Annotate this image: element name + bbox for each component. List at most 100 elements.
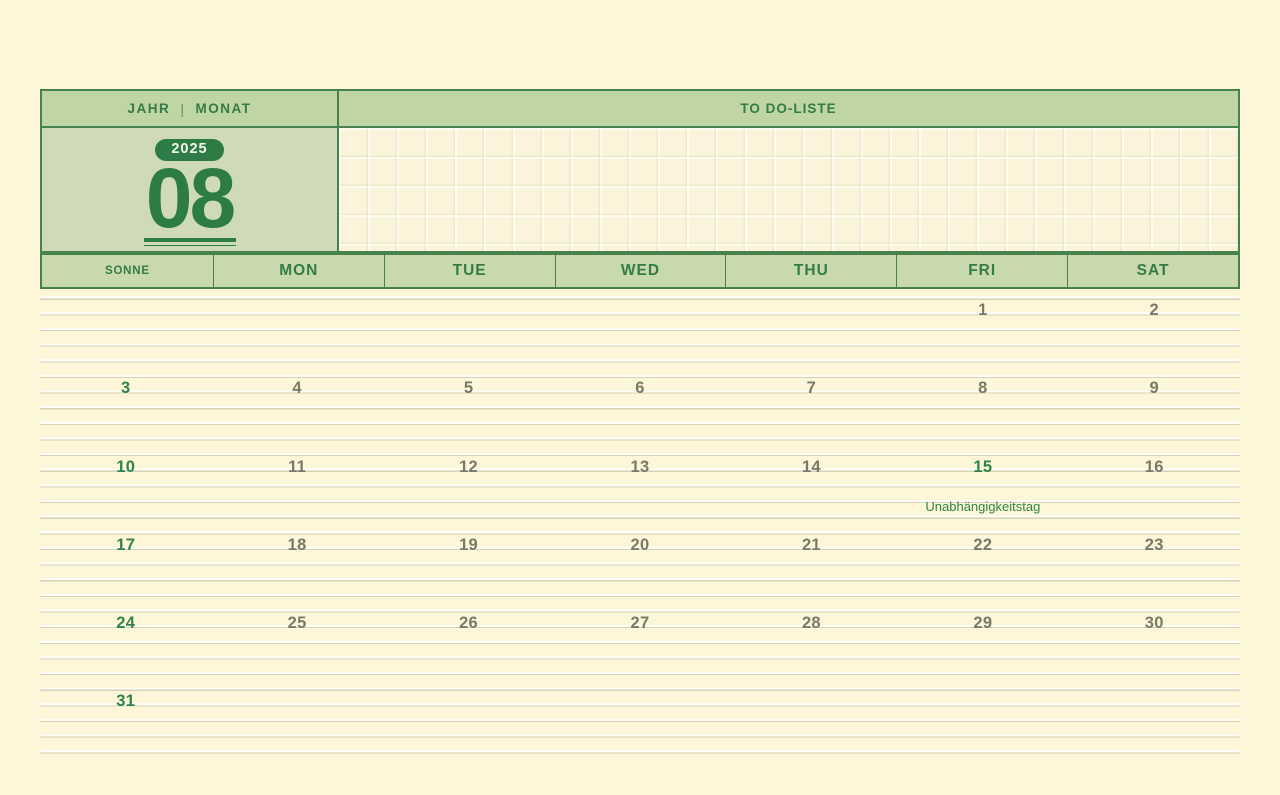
weekday-label: TUE bbox=[452, 262, 487, 279]
day-cell-empty bbox=[211, 680, 382, 758]
day-number: 9 bbox=[1149, 379, 1160, 398]
day-cell-23[interactable]: 23 bbox=[1069, 524, 1240, 602]
day-cell-26[interactable]: 26 bbox=[383, 602, 554, 680]
weekday-cell-thu: THU bbox=[725, 255, 896, 287]
day-cell-28[interactable]: 28 bbox=[726, 602, 897, 680]
day-cell-29[interactable]: 29 bbox=[897, 602, 1068, 680]
day-number: 29 bbox=[973, 614, 993, 633]
month-underline-thin bbox=[143, 244, 236, 247]
holiday-note: Unabhängigkeitstag bbox=[925, 498, 1041, 514]
day-cell-21[interactable]: 21 bbox=[726, 524, 897, 602]
day-cell-11[interactable]: 11 bbox=[211, 446, 382, 524]
day-number: 14 bbox=[801, 457, 821, 476]
day-number: 24 bbox=[116, 614, 136, 633]
day-number: 31 bbox=[116, 692, 136, 711]
day-cell-5[interactable]: 5 bbox=[383, 367, 554, 445]
day-number: 19 bbox=[459, 535, 479, 554]
todo-title-strip: TO DO-LISTE bbox=[339, 91, 1238, 128]
weekday-cell-tue: TUE bbox=[383, 255, 555, 287]
day-number: 15 bbox=[973, 457, 993, 476]
year-month-strip: JAHR | MONAT bbox=[42, 91, 337, 128]
calendar-grid: 1 2 3 4 5 6 7 8 9 10 11 12 13 14 15 Unabhängigkeitstag 1… bbox=[40, 289, 1240, 759]
weekday-label: WED bbox=[620, 262, 661, 279]
day-number: 4 bbox=[292, 379, 302, 398]
day-cell-empty bbox=[383, 680, 554, 758]
day-cell-6[interactable]: 6 bbox=[554, 367, 725, 445]
day-number: 12 bbox=[459, 457, 479, 476]
day-cell-empty bbox=[897, 680, 1068, 758]
day-cell-2[interactable]: 2 bbox=[1069, 289, 1240, 367]
day-cell-empty bbox=[383, 289, 554, 367]
weekday-label: SAT bbox=[1136, 262, 1170, 279]
day-cell-9[interactable]: 9 bbox=[1069, 367, 1240, 445]
day-cell-13[interactable]: 13 bbox=[554, 446, 725, 524]
day-cell-22[interactable]: 22 bbox=[897, 524, 1068, 602]
weekday-cell-fri: FRI bbox=[896, 255, 1067, 287]
day-cell-31[interactable]: 31 bbox=[40, 680, 211, 758]
month-underline-thick bbox=[143, 238, 236, 242]
year-label: JAHR bbox=[127, 101, 171, 116]
todo-title: TO DO-LISTE bbox=[740, 101, 837, 116]
day-cell-empty bbox=[554, 680, 725, 758]
weekday-cell-wed: WED bbox=[554, 255, 726, 287]
day-number: 11 bbox=[288, 457, 307, 476]
day-cell-8[interactable]: 8 bbox=[897, 367, 1068, 445]
day-cell-7[interactable]: 7 bbox=[726, 367, 897, 445]
weekday-label: MON bbox=[279, 262, 319, 279]
day-cell-24[interactable]: 24 bbox=[40, 602, 211, 680]
day-number: 5 bbox=[463, 379, 474, 398]
day-number: 8 bbox=[978, 379, 988, 398]
day-number: 28 bbox=[801, 614, 821, 633]
day-number: 13 bbox=[630, 457, 650, 476]
day-cell-30[interactable]: 30 bbox=[1069, 602, 1240, 680]
year-month-separator: | bbox=[180, 100, 186, 117]
month-label: MONAT bbox=[195, 101, 252, 116]
weekday-row: SONNE MON TUE WED THU FRI SAT bbox=[40, 253, 1240, 289]
day-cell-16[interactable]: 16 bbox=[1069, 446, 1240, 524]
day-cell-empty bbox=[1069, 680, 1240, 758]
day-cell-3[interactable]: 3 bbox=[40, 367, 211, 445]
day-number: 30 bbox=[1144, 614, 1164, 633]
day-cell-1[interactable]: 1 bbox=[897, 289, 1068, 367]
day-cell-15[interactable]: 15 Unabhängigkeitstag bbox=[897, 446, 1068, 524]
day-cell-20[interactable]: 20 bbox=[554, 524, 725, 602]
day-number: 22 bbox=[973, 535, 993, 554]
weekday-label: SONNE bbox=[104, 265, 150, 277]
day-cell-14[interactable]: 14 bbox=[726, 446, 897, 524]
weekday-cell-sat: SAT bbox=[1067, 255, 1238, 287]
day-cell-27[interactable]: 27 bbox=[554, 602, 725, 680]
day-number: 21 bbox=[801, 535, 821, 554]
day-cell-empty bbox=[554, 289, 725, 367]
todo-panel: TO DO-LISTE bbox=[339, 91, 1238, 251]
day-cell-10[interactable]: 10 bbox=[40, 446, 211, 524]
day-cell-18[interactable]: 18 bbox=[211, 524, 382, 602]
month-body: 2025 08 bbox=[42, 128, 337, 251]
day-number: 17 bbox=[116, 535, 136, 554]
day-number: 6 bbox=[635, 379, 645, 398]
day-cell-12[interactable]: 12 bbox=[383, 446, 554, 524]
month-panel: JAHR | MONAT 2025 08 bbox=[42, 91, 339, 251]
day-cell-empty bbox=[211, 289, 382, 367]
day-cell-empty bbox=[726, 680, 897, 758]
weekday-cell-mon: MON bbox=[212, 255, 384, 287]
weekday-label: THU bbox=[793, 262, 829, 279]
day-cell-25[interactable]: 25 bbox=[211, 602, 382, 680]
day-number: 3 bbox=[120, 379, 131, 398]
month-number: 08 bbox=[145, 150, 236, 245]
day-cell-empty bbox=[726, 289, 897, 367]
todo-writing-area[interactable] bbox=[339, 128, 1238, 251]
day-number: 25 bbox=[287, 614, 307, 633]
day-cell-19[interactable]: 19 bbox=[383, 524, 554, 602]
day-number: 10 bbox=[116, 457, 136, 476]
day-number: 7 bbox=[806, 379, 817, 398]
day-number: 2 bbox=[1149, 301, 1160, 319]
day-cell-empty bbox=[40, 289, 211, 367]
day-cell-4[interactable]: 4 bbox=[211, 367, 382, 445]
year-badge: 2025 bbox=[155, 139, 224, 161]
day-number: 18 bbox=[287, 535, 307, 554]
day-number: 1 bbox=[978, 301, 988, 319]
day-cell-17[interactable]: 17 bbox=[40, 524, 211, 602]
day-number: 27 bbox=[630, 614, 650, 633]
day-number: 20 bbox=[630, 535, 650, 554]
weekday-label: FRI bbox=[968, 262, 997, 279]
